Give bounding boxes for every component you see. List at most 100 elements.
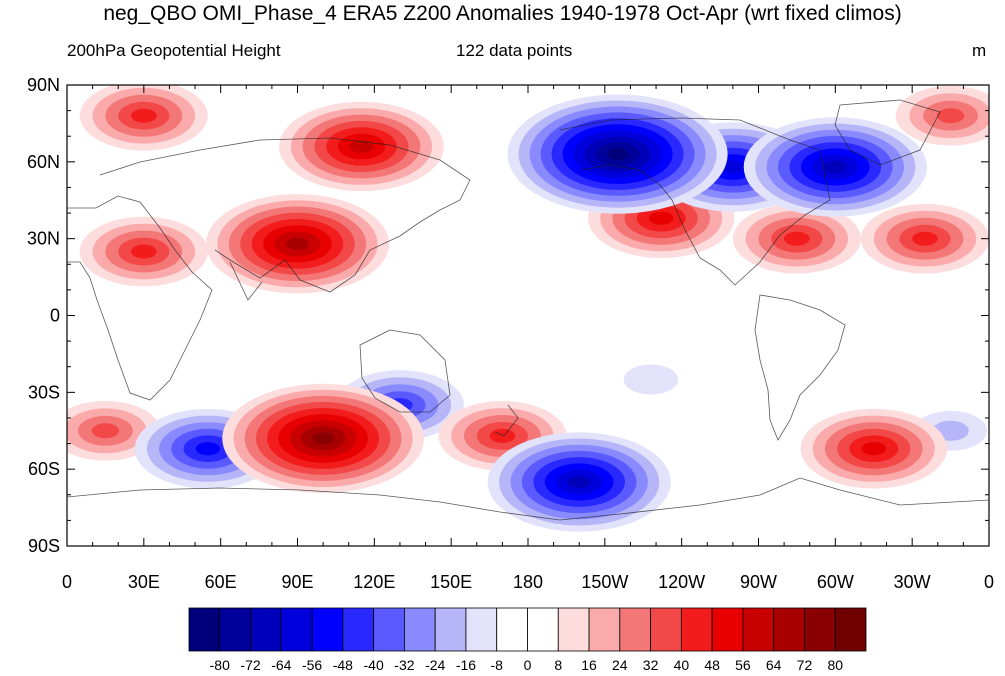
anomaly-contour [912, 231, 938, 246]
anomaly-contour [861, 442, 886, 456]
colorbar-tick-label: -16 [456, 657, 476, 673]
colorbar-tick-label: -56 [302, 657, 322, 673]
lon-tick-label: 60W [817, 572, 854, 592]
colorbar-tick-label: 40 [674, 657, 690, 673]
units-label: m [972, 41, 987, 60]
anomaly-contour [91, 423, 120, 439]
anomaly-contour [349, 140, 374, 153]
lon-tick-label: 120W [658, 572, 705, 592]
axis-ticks [66, 84, 990, 547]
lon-tick-label: 30E [128, 572, 160, 592]
anomaly-contour [623, 364, 679, 395]
colorbar-tick-label: -64 [271, 657, 291, 673]
lat-tick-label: 90S [28, 536, 60, 556]
anomaly-contour [195, 442, 221, 456]
colorbar-box [280, 607, 313, 652]
colorbar-tick-label: -8 [491, 657, 504, 673]
anomaly-contour [311, 432, 335, 445]
plot-title: neg_QBO OMI_Phase_4 ERA5 Z200 Anomalies … [103, 2, 902, 25]
lon-tick-label: 90W [740, 572, 777, 592]
coastline-new-zealand [494, 404, 519, 437]
colorbar-box [619, 607, 651, 652]
anomaly-contour [567, 475, 591, 489]
colorbar-tick-label: -80 [210, 657, 230, 673]
anomaly-contour [286, 237, 309, 250]
colorbar-box [496, 607, 528, 652]
lon-tick-label: 180 [513, 572, 543, 592]
latitude-labels: 90N 60N 30N 0 30S 60S 90S [27, 75, 60, 556]
lat-tick-label: 30S [28, 382, 60, 402]
colorbar-labels: -80 -72 -64 -56 -48 -40 -32 -24 -16 -8 0 8 16 24 32 40 4… [210, 657, 844, 673]
colorbar-tick-label: 48 [704, 657, 720, 673]
coastlines [67, 99, 989, 521]
colorbar-box [711, 607, 744, 652]
colorbar-tick-label: -72 [240, 657, 260, 673]
colorbar-box [250, 607, 282, 652]
colorbar-tick-label: 24 [612, 657, 628, 673]
lon-tick-label: 60E [205, 572, 237, 592]
colorbar-tick-label: 56 [735, 657, 751, 673]
colorbar-box [557, 607, 590, 652]
lat-tick-label: 30N [27, 229, 60, 249]
colorbar-box [834, 607, 867, 652]
colorbar-box [742, 607, 775, 652]
lon-tick-label: 120E [353, 572, 395, 592]
colorbar-box [588, 607, 621, 652]
variable-label: 200hPa Geopotential Height [67, 41, 281, 60]
colorbar-tick-label: 0 [524, 657, 532, 673]
anomaly-contour [606, 148, 629, 161]
colorbar-tick-label: -32 [394, 657, 414, 673]
anomaly-contour [489, 428, 516, 443]
colorbar-tick-label: 80 [827, 657, 843, 673]
coastline-antarctica [67, 477, 989, 521]
colorbar-box [804, 607, 836, 652]
colorbar-boxes [188, 607, 867, 652]
colorbar-box [527, 607, 559, 652]
coastline-india [229, 261, 263, 301]
lat-tick-label: 90N [27, 75, 60, 95]
colorbar-tick-label: -24 [425, 657, 445, 673]
colorbar-tick-label: 16 [581, 657, 597, 673]
colorbar-box [650, 607, 682, 652]
colorbar-box [188, 607, 221, 652]
colorbar-tick-label: 72 [797, 657, 813, 673]
colorbar-box [373, 607, 405, 652]
colorbar-box [311, 607, 344, 652]
coastline-australia [359, 329, 451, 413]
anomaly-contour [131, 108, 157, 123]
colorbar-tick-label: 32 [643, 657, 659, 673]
longitude-labels: 0 30E 60E 90E 120E 150E 180 150W 120W 90W 60W 30W 0 [62, 572, 994, 592]
anomaly-contour [823, 160, 847, 174]
anomaly-contour [936, 108, 965, 124]
colorbar-box [342, 607, 375, 652]
colorbar-box [680, 607, 713, 652]
colorbar-box [404, 607, 436, 652]
anomaly-contour [784, 231, 810, 246]
colorbar: -80 -72 -64 -56 -48 -40 -32 -24 -16 -8 0 8 16 24 32 40 4… [188, 607, 867, 673]
colorbar-tick-label: -40 [364, 657, 384, 673]
colorbar-tick-label: 8 [554, 657, 562, 673]
map-panel: 90N 60N 30N 0 30S 60S 90S 0 30E 60E 90E 120E 150E 18… [27, 75, 994, 592]
anomaly-contour [649, 211, 674, 225]
lon-tick-label: 30W [894, 572, 931, 592]
anomaly-contour [131, 244, 157, 259]
coastline-greenland [834, 99, 941, 166]
coastline-south-america [754, 294, 846, 441]
anomaly-contour [721, 160, 745, 174]
colorbar-tick-label: -48 [333, 657, 353, 673]
lon-tick-label: 150W [581, 572, 628, 592]
colorbar-box [465, 607, 498, 652]
lon-tick-label: 150E [430, 572, 472, 592]
colorbar-tick-label: 64 [766, 657, 782, 673]
anomaly-field [67, 85, 989, 532]
colorbar-box [434, 607, 467, 652]
lat-tick-label: 60N [27, 152, 60, 172]
lon-tick-label: 0 [984, 572, 994, 592]
lon-tick-label: 90E [281, 572, 313, 592]
colorbar-box [773, 607, 805, 652]
coastline-north-america [559, 117, 831, 286]
data-points-label: 122 data points [456, 41, 573, 60]
colorbar-box [219, 607, 251, 652]
lon-tick-label: 0 [62, 572, 72, 592]
lat-tick-label: 60S [28, 459, 60, 479]
